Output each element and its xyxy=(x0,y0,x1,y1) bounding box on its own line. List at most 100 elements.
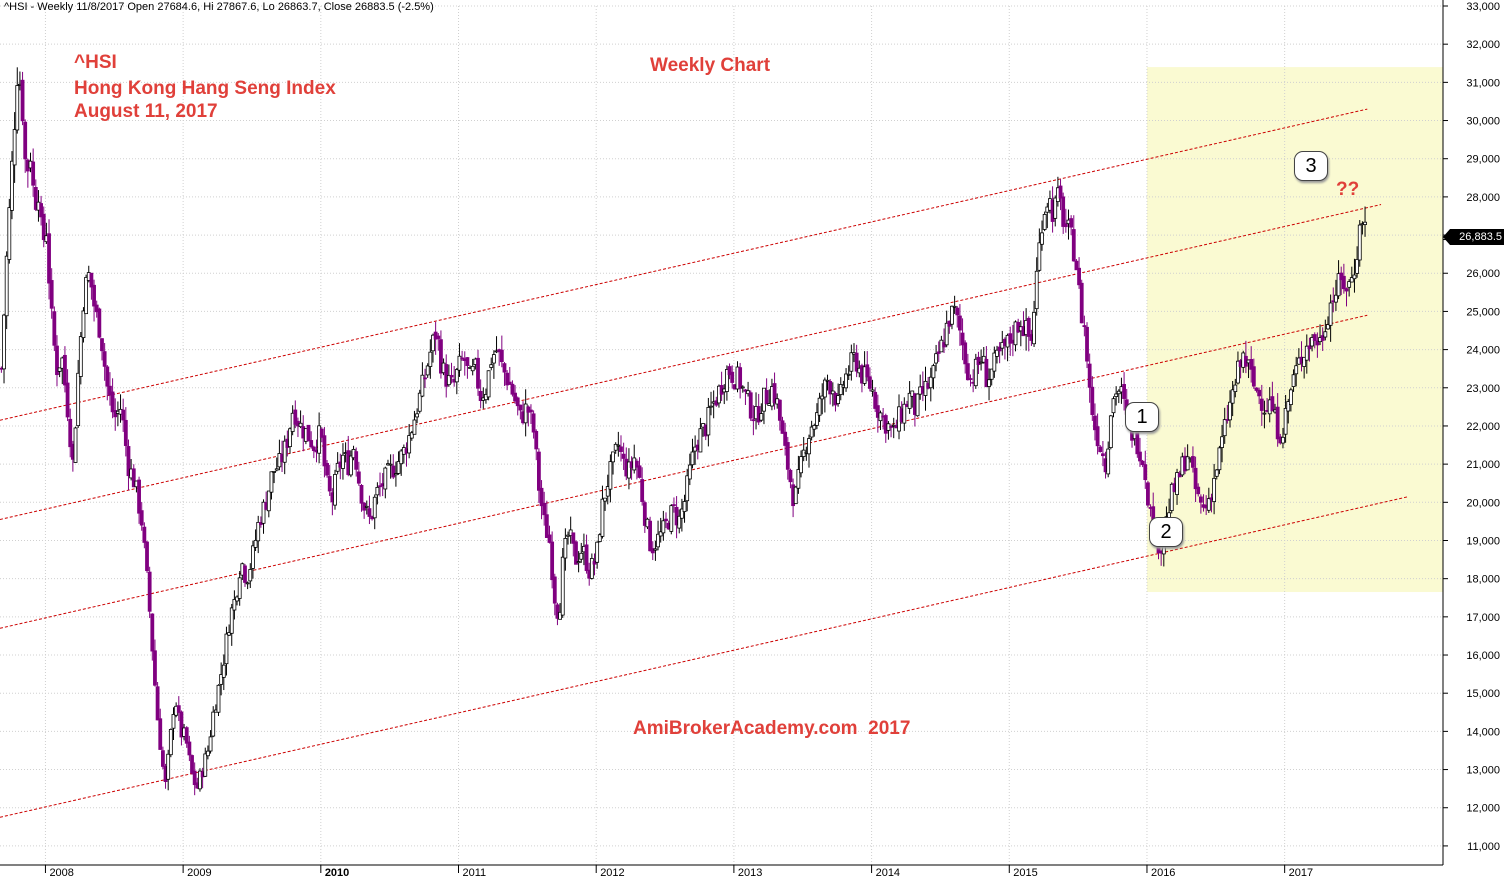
candle-body xyxy=(227,632,231,636)
candle-body xyxy=(184,727,189,744)
candle-body xyxy=(1191,456,1195,468)
candle-body xyxy=(105,366,110,387)
candle-body xyxy=(465,357,470,366)
candle-body xyxy=(685,475,690,502)
candle-body xyxy=(523,403,528,424)
candle-body xyxy=(1101,453,1105,457)
candle-body xyxy=(777,399,782,421)
candle-body xyxy=(1196,486,1201,495)
candle-body xyxy=(89,272,94,288)
candle-body xyxy=(232,599,237,611)
wave-label-3: 3 xyxy=(1294,151,1328,181)
candle-body xyxy=(1249,359,1254,370)
candle-body xyxy=(820,395,825,400)
candle-body xyxy=(102,351,107,367)
channel-line-1 xyxy=(0,108,1368,421)
candle-body xyxy=(243,565,247,583)
candle-body xyxy=(356,471,361,484)
chart-header: ^HSI - Weekly 11/8/2017 Open 27684.6, Hi… xyxy=(4,1,434,13)
candle-body xyxy=(968,378,973,380)
candles-group xyxy=(0,67,1367,796)
candle-body xyxy=(1140,460,1145,466)
candle-body xyxy=(1347,281,1352,288)
candle-body xyxy=(1355,259,1360,274)
candle-body xyxy=(677,515,682,529)
candle-body xyxy=(166,753,171,780)
candle-body xyxy=(298,422,303,428)
candle-body xyxy=(325,462,329,476)
candle-body xyxy=(854,352,859,372)
candle-body xyxy=(727,366,732,376)
y-tick-label: 16,000 xyxy=(1466,650,1500,662)
candle-body xyxy=(547,534,552,543)
candle-body xyxy=(84,277,89,315)
candle-body xyxy=(825,379,830,382)
candle-body xyxy=(809,426,814,438)
candle-body xyxy=(558,611,562,620)
candle-body xyxy=(589,558,594,579)
candle-body xyxy=(121,409,126,421)
candle-body xyxy=(1034,270,1039,310)
candle-body xyxy=(984,358,989,388)
candle-body xyxy=(1363,221,1367,225)
candle-body xyxy=(76,372,81,427)
candle-body xyxy=(256,521,261,542)
candle-body xyxy=(1349,277,1354,283)
y-tick-label: 31,000 xyxy=(1466,77,1500,89)
candle-body xyxy=(1008,333,1013,344)
candle-body xyxy=(619,446,623,452)
candle-body xyxy=(1058,185,1063,199)
candle-body xyxy=(176,705,181,713)
candle-body xyxy=(409,432,414,439)
candle-body xyxy=(1061,196,1066,227)
candle-body xyxy=(1286,401,1291,412)
candle-body xyxy=(1063,223,1068,228)
candle-body xyxy=(139,510,144,526)
candle-body xyxy=(39,203,43,218)
candle-body xyxy=(282,440,287,463)
candle-body xyxy=(1090,386,1095,415)
candle-body xyxy=(1294,365,1299,375)
candle-body xyxy=(987,379,991,387)
candle-body xyxy=(333,474,337,506)
y-tick-label: 19,000 xyxy=(1466,535,1500,547)
candle-body xyxy=(1217,447,1222,471)
candle-body xyxy=(1344,288,1349,292)
candle-body xyxy=(574,541,578,565)
y-tick-label: 15,000 xyxy=(1466,688,1500,700)
candle-body xyxy=(396,461,401,474)
x-tick-label: 2009 xyxy=(187,867,211,879)
wave-label-1: 1 xyxy=(1125,402,1159,432)
candle-body xyxy=(1222,419,1227,437)
question-label: ?? xyxy=(1336,179,1360,200)
candle-body xyxy=(836,395,841,404)
candle-body xyxy=(179,711,184,738)
candle-body xyxy=(817,397,822,416)
candle-body xyxy=(785,442,790,470)
candle-body xyxy=(637,465,642,478)
candle-body xyxy=(973,358,978,387)
candle-body xyxy=(171,714,176,729)
candle-body xyxy=(952,305,957,308)
candle-body xyxy=(10,160,14,211)
candle-body xyxy=(388,463,393,466)
candle-body xyxy=(955,307,960,316)
candle-body xyxy=(137,479,141,514)
candle-body xyxy=(725,369,729,392)
candle-body xyxy=(237,577,242,599)
candle-body xyxy=(931,365,936,379)
candle-body xyxy=(571,532,576,544)
candle-body xyxy=(206,750,210,757)
candle-body xyxy=(428,351,433,367)
x-tick-label: 2010 xyxy=(325,867,349,879)
candle-body xyxy=(830,390,835,395)
candle-body xyxy=(47,233,51,284)
candle-body xyxy=(491,354,496,364)
candle-body xyxy=(158,718,163,750)
candle-body xyxy=(293,409,298,425)
candle-body xyxy=(311,446,316,452)
candle-body xyxy=(327,476,332,492)
candle-body xyxy=(1304,345,1309,361)
candle-body xyxy=(1095,426,1100,447)
candle-body xyxy=(1135,429,1140,455)
